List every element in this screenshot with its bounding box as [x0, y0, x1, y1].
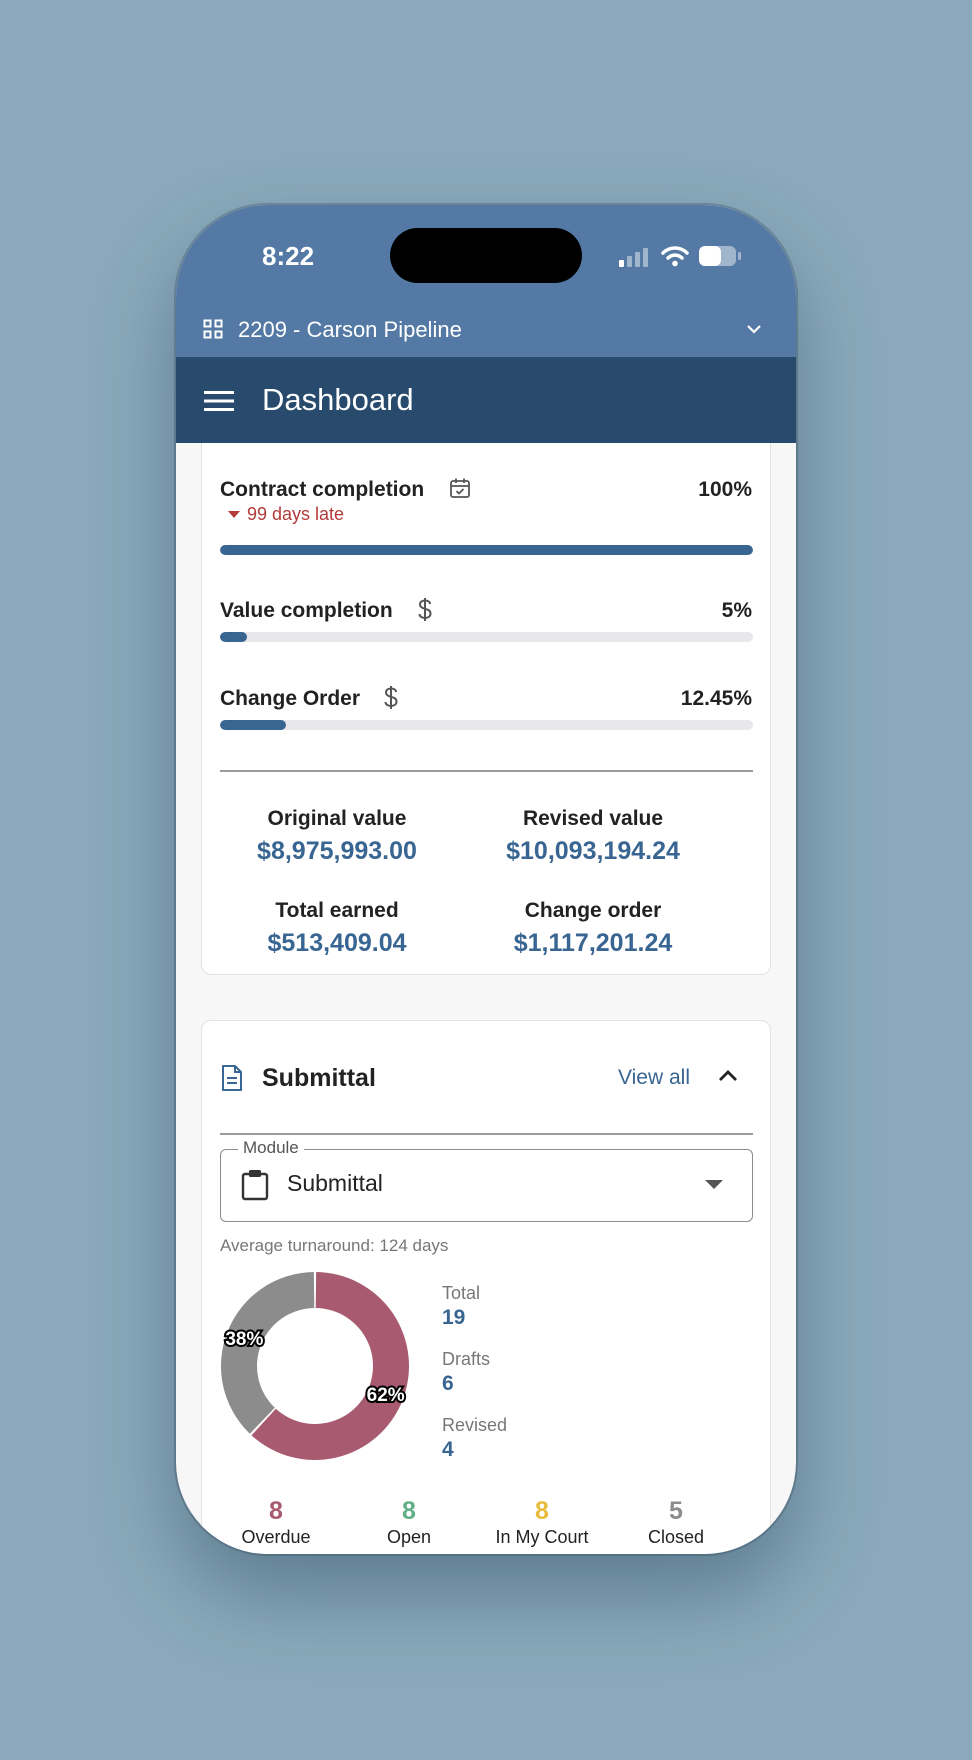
- in-my-court-count[interactable]: 8 In My Court: [475, 1497, 609, 1548]
- chevron-up-icon[interactable]: [717, 1068, 739, 1084]
- closed-number: 5: [669, 1497, 683, 1525]
- submittal-donut-chart: 62% 38%: [221, 1272, 409, 1460]
- value-completion-label: Value completion: [220, 599, 393, 622]
- change-order-amount: $1,117,201.24: [513, 929, 673, 957]
- status-bar: 8:22: [176, 205, 796, 357]
- open-number: 8: [402, 1497, 416, 1525]
- donut-slice-0: [251, 1272, 409, 1460]
- overdue-label: Overdue: [241, 1527, 311, 1547]
- clipboard-icon: [241, 1170, 269, 1201]
- open-count[interactable]: 8 Open: [342, 1497, 476, 1548]
- project-name: 2209 - Carson Pipeline: [238, 317, 462, 342]
- module-label: Module: [238, 1138, 304, 1158]
- total-label: Total: [442, 1283, 481, 1303]
- divider: [220, 1133, 753, 1135]
- overdue-count[interactable]: 8 Overdue: [209, 1497, 343, 1548]
- drafts-stat: Drafts 6: [442, 1349, 490, 1396]
- change-order-stat-label: Change order: [524, 899, 662, 922]
- original-value-stat: Original value $8,975,993.00: [207, 807, 467, 866]
- drafts-label: Drafts: [442, 1349, 491, 1369]
- total-earned-amount: $513,409.04: [267, 929, 407, 957]
- revised-value-label: Revised value: [522, 807, 664, 830]
- status-time: 8:22: [262, 241, 315, 271]
- dollar-icon: [384, 686, 398, 709]
- app-bar: Dashboard: [176, 357, 796, 443]
- total-value: 19: [442, 1306, 466, 1329]
- revised-label: Revised: [442, 1415, 508, 1435]
- donut-label-0: 62%: [367, 1385, 405, 1406]
- closed-label: Closed: [647, 1527, 705, 1547]
- contract-completion-fill: [220, 545, 753, 555]
- contract-card: Contract completion 100% 99 days late Va…: [201, 443, 771, 975]
- overdue-number: 8: [269, 1497, 283, 1525]
- change-order-bar: [220, 720, 753, 730]
- in-my-court-label: In My Court: [495, 1527, 589, 1547]
- total-stat: Total 19: [442, 1283, 480, 1330]
- view-all-link[interactable]: View all: [618, 1066, 690, 1089]
- document-icon: [222, 1065, 242, 1091]
- open-label: Open: [386, 1527, 432, 1547]
- change-order-stat: Change order $1,117,201.24: [463, 899, 723, 958]
- contract-completion-percent: 100%: [698, 478, 752, 501]
- divider: [220, 770, 753, 772]
- revised-stat: Revised 4: [442, 1415, 507, 1462]
- dollar-icon: [418, 598, 432, 621]
- dropdown-arrow-icon: [705, 1180, 723, 1189]
- average-turnaround: Average turnaround: 124 days: [220, 1236, 449, 1255]
- original-value-amount: $8,975,993.00: [257, 837, 417, 865]
- change-order-percent: 12.45%: [680, 687, 752, 710]
- dashboard-content[interactable]: Contract completion 100% 99 days late Va…: [176, 443, 796, 1554]
- total-earned-stat: Total earned $513,409.04: [207, 899, 467, 958]
- in-my-court-number: 8: [535, 1497, 549, 1525]
- project-selector[interactable]: 2209 - Carson Pipeline: [176, 303, 796, 357]
- revised-value-amount: $10,093,194.24: [506, 837, 680, 865]
- menu-icon[interactable]: [204, 390, 234, 412]
- original-value-label: Original value: [267, 807, 407, 830]
- days-late-text: 99 days late: [247, 504, 345, 524]
- dynamic-island: [390, 228, 582, 283]
- value-completion-bar: [220, 632, 753, 642]
- wifi-icon: [661, 246, 689, 267]
- contract-completion-bar: [220, 545, 753, 555]
- submittal-title: Submittal: [262, 1064, 376, 1092]
- contract-completion-label: Contract completion: [220, 478, 425, 501]
- chevron-down-icon: [747, 325, 761, 334]
- module-value: Submittal: [287, 1170, 383, 1196]
- change-order-label: Change Order: [220, 687, 361, 710]
- value-completion-percent: 5%: [721, 599, 752, 622]
- total-earned-label: Total earned: [275, 899, 399, 922]
- submittal-card: Submittal View all Submittal Module Aver…: [201, 1020, 771, 1554]
- module-select[interactable]: Submittal: [220, 1149, 753, 1222]
- page-title: Dashboard: [262, 382, 414, 417]
- revised-value-stat: Revised value $10,093,194.24: [463, 807, 723, 866]
- change-order-fill: [220, 720, 287, 730]
- value-completion-fill: [220, 632, 247, 642]
- phone-frame: 8:22 2209 - Carson Pipeline: [176, 205, 796, 1554]
- donut-label-1: 38%: [225, 1329, 263, 1350]
- arrow-down-icon: [228, 511, 240, 518]
- calendar-check-icon: [450, 478, 470, 498]
- status-counts: 8 Overdue 8 Open 8 In My Court 5 Closed: [202, 1497, 770, 1554]
- revised-value: 4: [442, 1438, 454, 1461]
- grid-icon: [203, 319, 223, 339]
- drafts-value: 6: [442, 1372, 454, 1395]
- closed-count[interactable]: 5 Closed: [609, 1497, 743, 1548]
- cellular-signal-icon: [619, 248, 648, 267]
- battery-icon: [699, 246, 741, 266]
- donut-slice-1: [221, 1272, 315, 1434]
